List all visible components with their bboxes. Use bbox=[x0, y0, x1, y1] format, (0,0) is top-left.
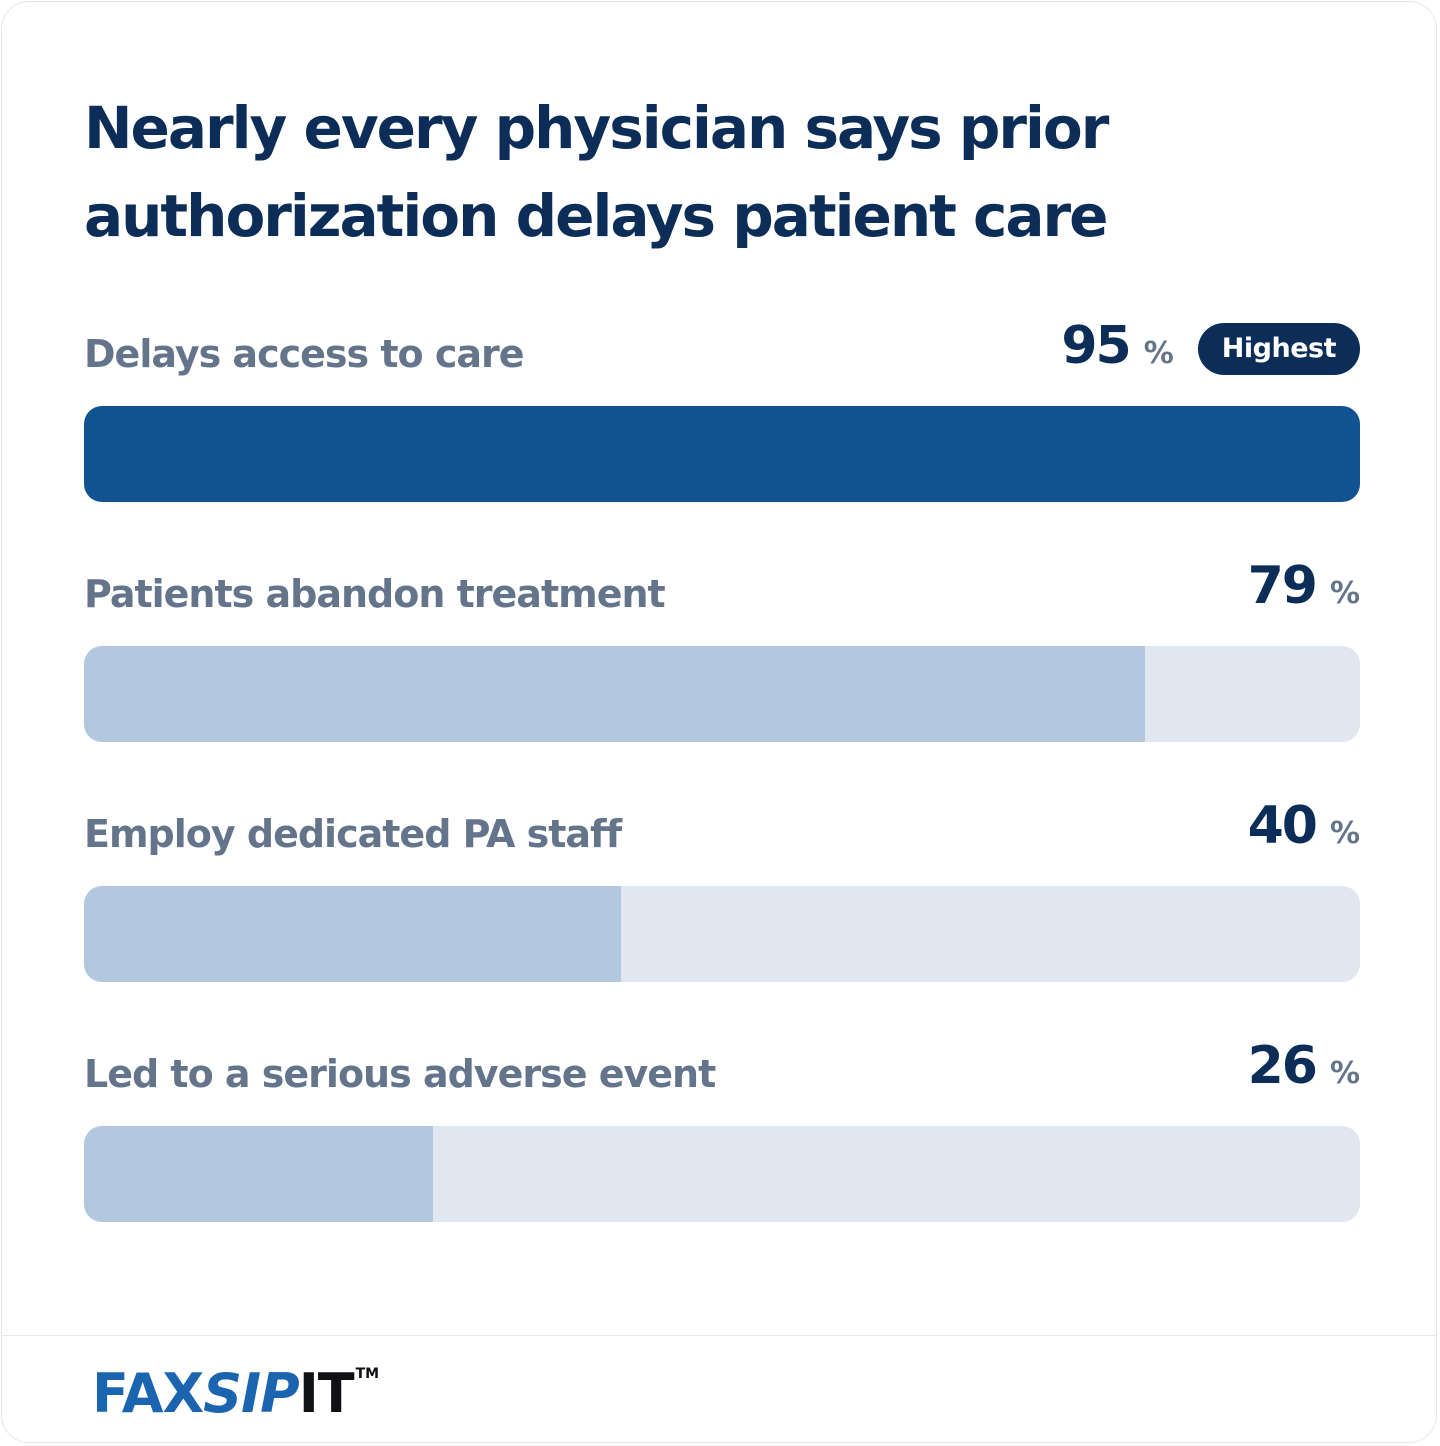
bar-track bbox=[84, 1126, 1360, 1222]
faxsipit-logo: FAX SIP IT TM bbox=[92, 1364, 379, 1424]
bar-track bbox=[84, 646, 1360, 742]
logo-it-text: IT bbox=[298, 1362, 355, 1425]
bar-value-unit: % bbox=[1329, 576, 1360, 611]
chart-title: Nearly every physician says prior author… bbox=[84, 94, 1109, 250]
bar-value: 26% bbox=[1248, 1036, 1360, 1106]
bar-label: Employ dedicated PA staff bbox=[84, 812, 622, 856]
bar-value-number: 26 bbox=[1247, 1036, 1318, 1096]
bar-row: Patients abandon treatment 79% bbox=[84, 556, 1360, 764]
bar-value-number: 95 bbox=[1061, 316, 1131, 376]
bar-value-number: 79 bbox=[1247, 556, 1318, 616]
bar-value: 95% Highest bbox=[1061, 316, 1360, 386]
bar-row: Led to a serious adverse event 26% bbox=[84, 1036, 1360, 1244]
highest-badge: Highest bbox=[1197, 323, 1360, 375]
bar-value-unit: % bbox=[1329, 816, 1360, 851]
bar-track bbox=[84, 886, 1360, 982]
bar-row: Employ dedicated PA staff 40% bbox=[84, 796, 1360, 1004]
bar-label: Delays access to care bbox=[84, 332, 525, 376]
footer-divider bbox=[2, 1335, 1436, 1336]
bar-fill bbox=[84, 646, 1145, 742]
bar-value-unit: % bbox=[1143, 336, 1174, 371]
bar-label: Led to a serious adverse event bbox=[84, 1052, 716, 1096]
logo-sip-text: SIP bbox=[203, 1362, 300, 1425]
bar-value-unit: % bbox=[1329, 1056, 1360, 1091]
bar-fill bbox=[84, 406, 1360, 502]
bar-fill bbox=[84, 1126, 433, 1222]
bar-value-number: 40 bbox=[1247, 796, 1318, 856]
bar-label: Patients abandon treatment bbox=[84, 572, 666, 616]
bar-track bbox=[84, 406, 1360, 502]
bar-row: Delays access to care 95% Highest bbox=[84, 316, 1360, 524]
logo-trademark: TM bbox=[355, 1366, 380, 1382]
bar-fill bbox=[84, 886, 621, 982]
bar-value: 79% bbox=[1248, 556, 1360, 626]
bar-value: 40% bbox=[1248, 796, 1360, 866]
logo-fax-text: FAX bbox=[92, 1362, 204, 1425]
